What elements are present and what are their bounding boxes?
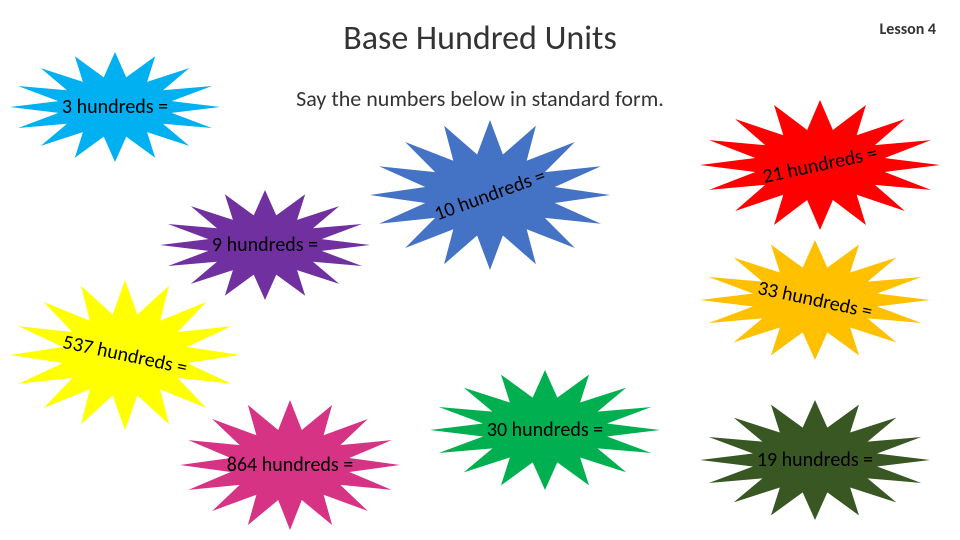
slide-container: Base Hundred Units Lesson 4 Say the numb…: [0, 0, 960, 540]
burst-label: 30 hundreds =: [487, 418, 603, 442]
burst-shape: 864 hundreds =: [180, 400, 400, 530]
burst-shape: 30 hundreds =: [430, 370, 660, 490]
burst-shape: 21 hundreds =: [700, 100, 940, 230]
burst-shape: 19 hundreds =: [700, 400, 930, 520]
burst-label: 864 hundreds =: [227, 453, 353, 477]
slide-subtitle: Say the numbers below in standard form.: [296, 85, 664, 112]
burst-shape: 33 hundreds =: [700, 240, 930, 360]
lesson-label: Lesson 4: [880, 20, 937, 39]
burst-label: 19 hundreds =: [757, 448, 873, 472]
burst-shape: 3 hundreds =: [10, 52, 220, 162]
burst-shape: 10 hundreds =: [370, 120, 610, 270]
burst-label: 9 hundreds =: [212, 233, 318, 257]
slide-title: Base Hundred Units: [343, 18, 617, 59]
burst-label: 3 hundreds =: [62, 95, 168, 119]
